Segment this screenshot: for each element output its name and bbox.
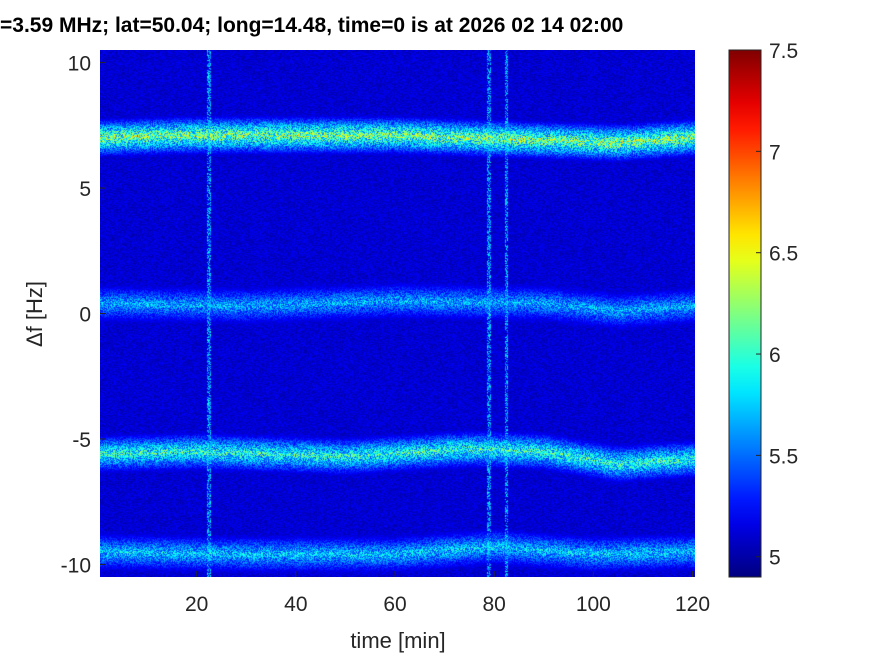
plot-area: 20 40 60 80 100 120 10 5 0 -5 -10 [61, 50, 710, 616]
colorbar-tick-label: 6.5 [769, 243, 798, 266]
colorbar-tick-label: 6 [769, 344, 781, 367]
x-tick-label: 120 [675, 593, 710, 616]
y-tick-label: -5 [72, 429, 91, 452]
colorbar-tick-label: 5.5 [769, 445, 798, 468]
colorbar-tick-label: 5 [769, 547, 781, 570]
y-tick-label: -10 [61, 554, 91, 577]
heatmap-image [100, 50, 695, 577]
x-tick-label: 80 [483, 593, 506, 616]
colorbar-gradient [728, 49, 762, 578]
colorbar: 7.5 7 6.5 6 5.5 5 [728, 40, 798, 578]
y-axis-label: Δf [Hz] [22, 281, 47, 347]
x-tick-label: 100 [576, 593, 611, 616]
x-tick-label: 40 [284, 593, 307, 616]
x-axis-label: time [min] [350, 628, 445, 653]
colorbar-tick-label: 7.5 [769, 40, 798, 63]
colorbar-tick-label: 7 [769, 141, 781, 164]
chart-title: =3.59 MHz; lat=50.04; long=14.48, time=0… [0, 14, 624, 37]
x-tick-label: 60 [383, 593, 406, 616]
y-tick-label: 0 [79, 304, 91, 327]
y-tick-label: 10 [68, 53, 91, 76]
y-tick-label: 5 [79, 178, 91, 201]
x-tick-label: 20 [185, 593, 208, 616]
